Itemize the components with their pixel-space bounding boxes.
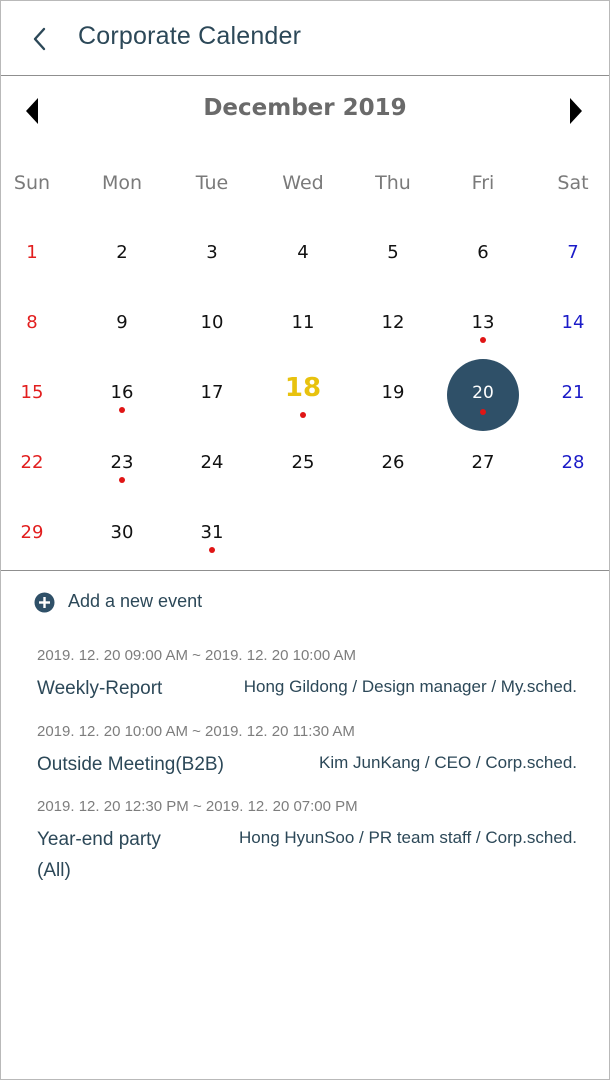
event-time: 2019. 12. 20 09:00 AM ~ 2019. 12. 20 10:… [37,647,356,664]
day-cell[interactable]: 28 [533,433,609,495]
day-cell[interactable]: 9 [82,293,162,355]
event-indicator-dot [300,412,306,418]
day-number: 28 [561,452,585,473]
day-cell[interactable]: 11 [263,293,343,355]
day-cell-selected[interactable]: 20 [443,359,523,431]
day-cell[interactable]: 6 [443,223,523,285]
event-indicator-dot [119,477,125,483]
next-month-arrow-icon[interactable] [568,97,584,125]
day-number: 2 [116,242,128,263]
day-cell[interactable]: 21 [533,363,609,425]
day-cell[interactable]: 29 [1,503,72,565]
day-number: 6 [477,242,489,263]
day-number: 1 [26,242,38,263]
month-title: December 2019 [203,95,407,121]
day-cell[interactable]: 7 [533,223,609,285]
selected-day-highlight [447,359,519,431]
day-cell[interactable]: 31 [172,503,252,565]
day-cell[interactable]: 16 [82,363,162,425]
day-number: 4 [297,242,309,263]
weekday-wed: Wed [282,172,324,194]
event-owner: Hong HyunSoo / PR team staff / Corp.sche… [239,828,577,847]
day-number: 9 [116,312,128,333]
day-number: 13 [471,312,495,333]
day-number: 30 [110,522,134,543]
day-cell[interactable]: 26 [353,433,433,495]
day-cell-today[interactable]: 18 [263,363,343,425]
day-number: 3 [206,242,218,263]
day-cell[interactable]: 30 [82,503,162,565]
day-number: 25 [291,452,315,473]
day-cell[interactable]: 5 [353,223,433,285]
previous-month-arrow-icon[interactable] [24,97,40,125]
day-number: 24 [200,452,224,473]
event-title-line-2: (All) [37,860,71,881]
day-number: 23 [110,452,134,473]
event-indicator-dot [209,547,215,553]
day-cell[interactable]: 1 [1,223,72,285]
weekday-fri: Fri [471,172,495,194]
add-event-label: Add a new event [68,591,203,611]
weekday-sun: Sun [13,172,51,194]
day-cell[interactable]: 27 [443,433,523,495]
day-cell[interactable]: 2 [82,223,162,285]
day-number: 12 [381,312,405,333]
day-cell[interactable]: 8 [1,293,72,355]
day-number: 27 [471,452,495,473]
day-number: 8 [26,312,38,333]
calendar-divider [1,570,609,571]
day-number: 17 [200,382,224,403]
day-number: 18 [284,373,322,403]
event-title: Outside Meeting(B2B) [37,754,224,775]
day-number: 31 [200,522,224,543]
day-cell[interactable]: 4 [263,223,343,285]
event-title-line-1: Year-end party [37,829,161,850]
day-number: 26 [381,452,405,473]
day-cell[interactable]: 22 [1,433,72,495]
event-owner: Hong Gildong / Design manager / My.sched… [243,677,577,696]
day-number: 22 [20,452,44,473]
event-time: 2019. 12. 20 10:00 AM ~ 2019. 12. 20 11:… [37,723,355,740]
day-number: 19 [381,382,405,403]
back-chevron-icon[interactable] [29,23,53,55]
day-number: 16 [110,382,134,403]
day-number: 20 [472,383,494,403]
day-number: 10 [200,312,224,333]
event-owner: Kim JunKang / CEO / Corp.sched. [319,753,577,772]
day-cell[interactable]: 3 [172,223,252,285]
weekday-sat: Sat [557,172,589,194]
day-cell[interactable]: 24 [172,433,252,495]
event-indicator-dot [480,337,486,343]
day-number: 14 [561,312,585,333]
weekday-thu: Thu [375,172,411,194]
weekday-tue: Tue [195,172,229,194]
event-time: 2019. 12. 20 12:30 PM ~ 2019. 12. 20 07:… [37,798,358,815]
day-cell[interactable]: 12 [353,293,433,355]
page-title: Corporate Calender [78,22,302,50]
plus-circle-icon [34,592,55,613]
event-indicator-dot [480,409,486,415]
day-number: 21 [561,382,585,403]
day-number: 5 [387,242,399,263]
day-cell[interactable]: 13 [443,293,523,355]
day-cell[interactable]: 15 [1,363,72,425]
header-divider [1,75,609,76]
day-cell[interactable]: 19 [353,363,433,425]
day-cell[interactable]: 10 [172,293,252,355]
day-cell[interactable]: 23 [82,433,162,495]
day-number: 29 [20,522,44,543]
day-cell[interactable]: 25 [263,433,343,495]
day-number: 7 [567,242,579,263]
day-number: 11 [291,312,315,333]
day-cell[interactable]: 17 [172,363,252,425]
event-indicator-dot [119,407,125,413]
event-title: Year-end party (All) [37,824,161,886]
app-header: Corporate Calender [1,1,609,75]
day-cell[interactable]: 14 [533,293,609,355]
weekday-mon: Mon [101,172,143,194]
event-title: Weekly-Report [37,678,163,699]
day-number: 15 [20,382,44,403]
